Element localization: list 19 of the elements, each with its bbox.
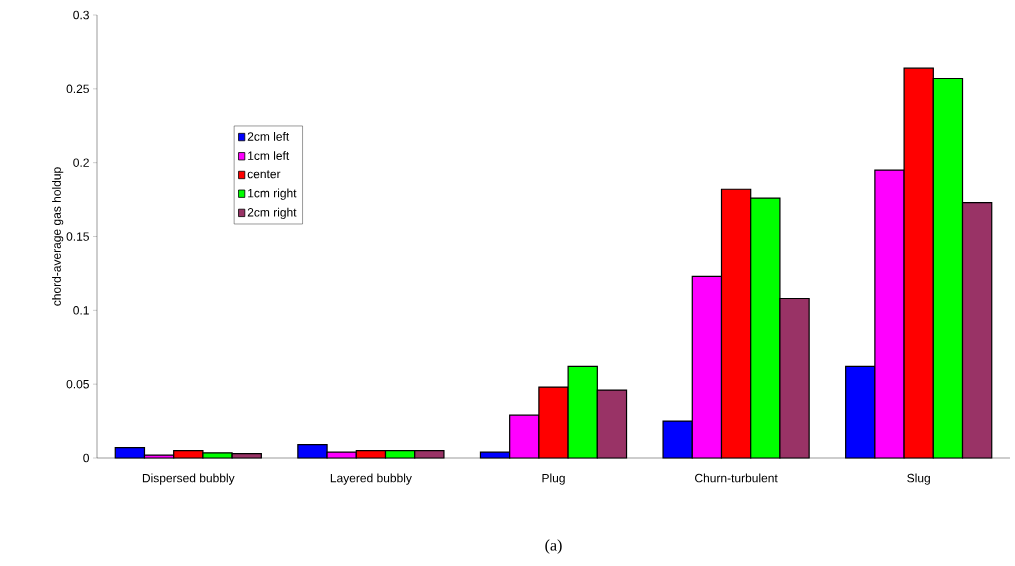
x-tick-label: Churn-turbulent xyxy=(695,473,778,483)
x-tick-label: Layered bubbly xyxy=(330,473,412,485)
y-tick-label: 0 xyxy=(83,453,90,463)
y-tick-label: 0.2 xyxy=(73,158,89,167)
x-tick-label: Dispersed bubbly xyxy=(142,473,235,485)
y-tick-label: 0.05 xyxy=(66,379,89,389)
y-axis-title: chord-average gas holdup xyxy=(52,167,64,306)
y-tick-label: 0.3 xyxy=(73,10,89,20)
legend-label: 2cm right xyxy=(247,207,297,219)
y-tick-label: 0.1 xyxy=(73,306,89,315)
text: (a) xyxy=(545,539,562,554)
legend-label: 1cm left xyxy=(248,151,290,160)
legend-label: center xyxy=(247,170,281,179)
y-tick-label: 0.25 xyxy=(66,84,89,94)
y-tick-label: 0.15 xyxy=(66,232,89,241)
legend-label: 2cm left xyxy=(247,131,290,141)
legend-label: 1cm right xyxy=(248,188,297,200)
x-tick-label: Slug xyxy=(907,473,930,485)
x-tick-label: Plug xyxy=(542,473,565,485)
